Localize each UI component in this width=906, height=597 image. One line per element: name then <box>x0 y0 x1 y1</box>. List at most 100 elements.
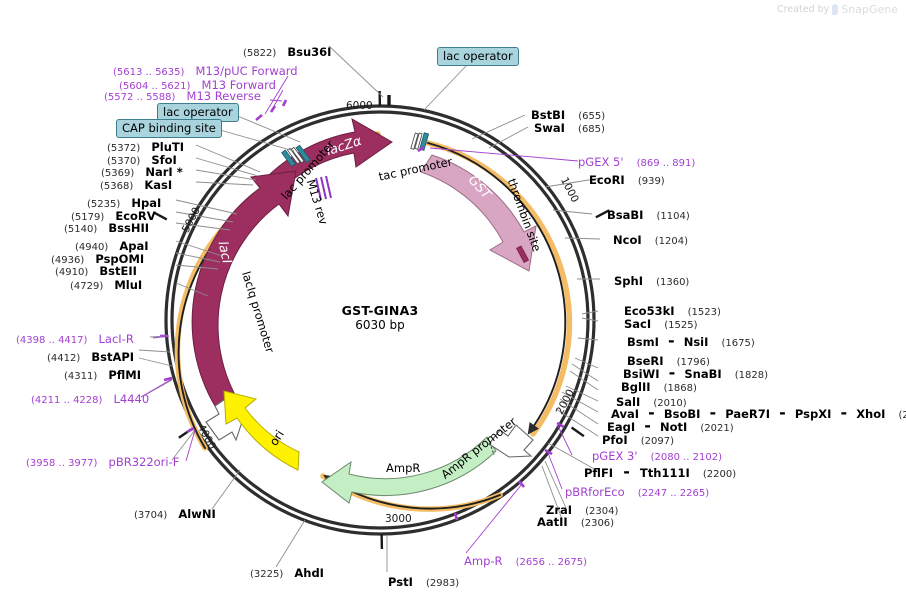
feature-AmpR-promoter[interactable] <box>488 424 534 458</box>
feature-label-AmpR: AmpR <box>386 461 421 475</box>
feature-M13-rev[interactable] <box>315 175 332 201</box>
site-aatii[interactable]: AatII (2306) <box>537 513 614 530</box>
site-avai-group[interactable]: AvaI - BsoBI - PaeR7I - PspXI - XhoI (20… <box>611 404 906 422</box>
site-hpai[interactable]: (5235) HpaI <box>87 194 161 211</box>
feature-lacI[interactable] <box>191 170 297 407</box>
site-bstbi[interactable]: BstBI (655) <box>531 106 605 123</box>
site-bsabi[interactable]: BsaBI (1104) <box>607 206 690 223</box>
site-ahdi[interactable]: (3225) AhdI <box>250 564 324 581</box>
site-alwni[interactable]: (3704) AlwNI <box>134 505 216 522</box>
feature-AmpR[interactable] <box>321 436 497 504</box>
site-apai[interactable]: (4940) ApaI <box>75 237 149 254</box>
site-bseri[interactable]: BseRI (1796) <box>627 352 710 369</box>
feature-GST[interactable] <box>420 154 537 272</box>
site-name: AvaI <box>611 407 640 421</box>
site-pfoi[interactable]: PfoI (2097) <box>602 431 674 448</box>
tick-label-3000: 3000 <box>385 513 412 525</box>
site-pspomi[interactable]: (4936) PspOMI <box>51 250 144 267</box>
site-name: KasI <box>144 178 173 192</box>
primer-laci-r[interactable]: (4398 .. 4417) LacI-R <box>16 330 134 347</box>
primer-name: Amp-R <box>464 554 503 568</box>
site-position: (2983) <box>425 578 460 589</box>
primer-amp-r[interactable]: Amp-R (2656 .. 2675) <box>464 552 587 569</box>
tick-label-6000: 6000 <box>346 100 373 112</box>
boxed-label-lac-operator-top[interactable]: lac operator <box>437 47 519 66</box>
primer-ticks <box>160 99 565 521</box>
primer-m13-puc-forward[interactable]: (5613 .. 5635) M13/pUC Forward <box>113 62 298 79</box>
site-position: (2097) <box>640 436 674 447</box>
site-name: SacI <box>624 317 652 331</box>
site-name: ApaI <box>119 239 149 253</box>
site-separator: - <box>668 363 676 382</box>
boxed-label-cap-binding-site[interactable]: CAP binding site <box>116 119 222 138</box>
site-kasi[interactable]: (5368) KasI <box>100 176 172 193</box>
site-eagi-noti[interactable]: EagI - NotI (2021) <box>607 417 734 435</box>
site-mlui[interactable]: (4729) MluI <box>70 276 142 293</box>
site-plutI[interactable]: (5372) PluTI <box>107 138 184 155</box>
site-pflmi[interactable]: (4311) PflMI <box>64 366 141 383</box>
site-position: (2200) <box>702 469 737 480</box>
site-bsmi-nsii[interactable]: BsmI - NsiI (1675) <box>627 332 755 350</box>
site-eco53ki[interactable]: Eco53kI (1523) <box>624 302 721 319</box>
site-name: Eco53kI <box>624 304 675 318</box>
site-swai[interactable]: SwaI (685) <box>534 119 605 136</box>
primer-pbrforeco[interactable]: pBRforEco (2247 .. 2265) <box>565 483 709 500</box>
site-position: (5368) <box>100 181 134 192</box>
site-name: NcoI <box>613 233 642 247</box>
site-ecori[interactable]: EcoRI (939) <box>589 171 665 188</box>
site-pflfi-tth111i[interactable]: PflFI - Tth111I (2200) <box>584 463 737 481</box>
site-position: (5140) <box>64 224 98 235</box>
primer-m13-reverse[interactable]: (5572 .. 5588) M13 Reverse <box>104 87 261 104</box>
primer-pbr322ori-f[interactable]: (3958 .. 3977) pBR322ori-F <box>26 453 179 470</box>
leader-lines-primer <box>140 75 579 554</box>
site-bstapi[interactable]: (4412) BstAPI <box>47 348 134 365</box>
site-bsshii[interactable]: (5140) BssHII <box>64 219 149 236</box>
primer-m13-forward[interactable]: (5604 .. 5621) M13 Forward <box>119 76 276 93</box>
site-name: AatII <box>537 515 568 529</box>
feature-lac-promoter-block[interactable] <box>281 144 311 168</box>
site-bglii[interactable]: BglII (1868) <box>621 378 697 395</box>
primer-range: (5572 .. 5588) <box>104 92 176 103</box>
site-name: BglII <box>621 380 651 394</box>
site-name-alt: NotI <box>659 420 688 434</box>
site-name: MluI <box>114 278 143 292</box>
primer-name: pBR322ori-F <box>108 455 180 469</box>
site-position: (2010) <box>653 398 687 409</box>
primer-name: M13 Forward <box>201 78 276 92</box>
site-position: (685) <box>578 124 605 135</box>
site-sali[interactable]: SalI (2010) <box>616 393 687 410</box>
site-ecorv[interactable]: (5179) EcoRV <box>71 207 156 224</box>
primer-name: pGEX 3' <box>592 449 638 463</box>
site-position: (3225) <box>250 569 284 580</box>
feature-ori[interactable] <box>223 390 300 471</box>
leader-lines <box>138 45 467 572</box>
primer-range: (4211 .. 4228) <box>31 395 103 406</box>
site-position: (5370) <box>107 156 141 167</box>
site-ncoi[interactable]: NcoI (1204) <box>613 231 688 248</box>
site-name: SalI <box>616 395 641 409</box>
site-name: PluTI <box>151 140 185 154</box>
site-sfoi[interactable]: (5370) SfoI <box>107 151 177 168</box>
primer-l4440[interactable]: (4211 .. 4228) L4440 <box>31 390 149 407</box>
site-name: BstBI <box>531 108 566 122</box>
site-position: (1360) <box>656 277 690 288</box>
site-bsu36i[interactable]: (5822) Bsu36I <box>243 43 331 60</box>
primer-pgex-5[interactable]: pGEX 5' (869 .. 891) <box>578 153 695 170</box>
feature-thrombin-site[interactable] <box>516 245 530 264</box>
site-bstei[interactable]: (4910) BstEII <box>55 262 137 279</box>
site-position: (1525) <box>664 320 698 331</box>
primer-range: (2080 .. 2102) <box>650 452 723 463</box>
primer-pgex-3[interactable]: pGEX 3' (2080 .. 2102) <box>592 447 722 464</box>
feature-tac-promoter-block[interactable] <box>410 132 430 151</box>
site-position: (5369) <box>101 168 135 179</box>
snapgene-watermark: Created by SnapGene <box>777 3 898 16</box>
site-sphi[interactable]: SphI (1360) <box>614 272 689 289</box>
site-psti[interactable]: PstI (2983) <box>388 573 459 590</box>
site-position: (4936) <box>51 255 85 266</box>
site-nari[interactable]: (5369) NarI * <box>101 163 183 180</box>
site-name: HpaI <box>131 196 162 210</box>
site-zrai[interactable]: ZraI (2304) <box>546 501 618 518</box>
site-saci[interactable]: SacI (1525) <box>624 315 698 332</box>
site-bsiwi-snabi[interactable]: BsiWI - SnaBI (1828) <box>623 363 768 382</box>
